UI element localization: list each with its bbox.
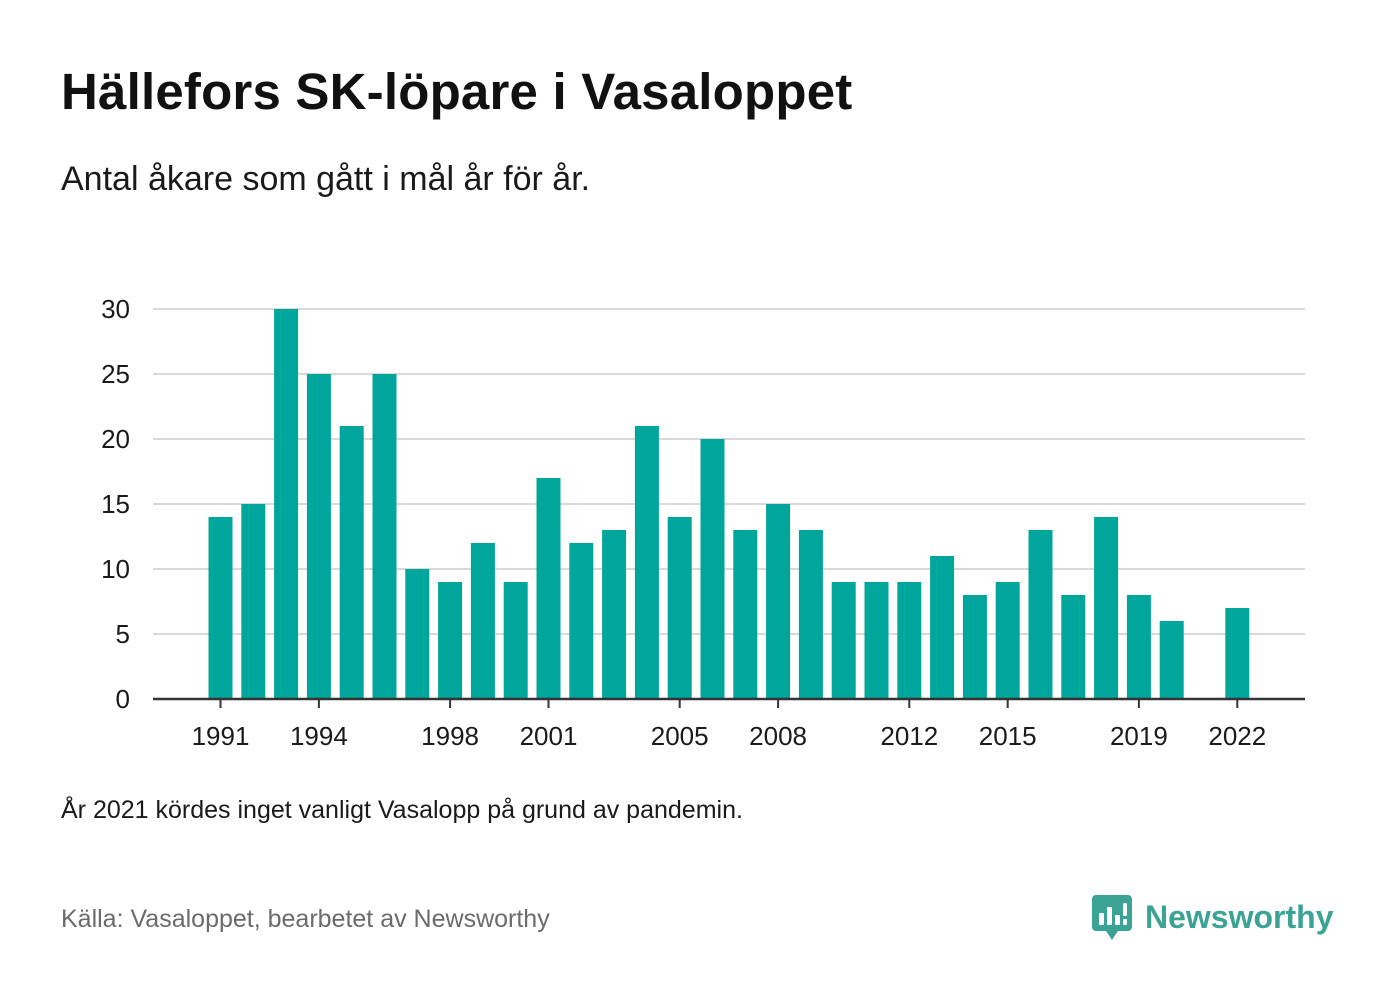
bars bbox=[208, 309, 1250, 699]
bar-2020 bbox=[1159, 621, 1184, 699]
bar-2006 bbox=[700, 439, 725, 699]
y-tick-label: 0 bbox=[116, 684, 130, 714]
bar-1992 bbox=[241, 504, 266, 699]
bar-2018 bbox=[1094, 517, 1119, 699]
bar-2004 bbox=[634, 426, 659, 699]
bar-2003 bbox=[602, 530, 627, 699]
bar-2011 bbox=[864, 582, 889, 699]
bar-1993 bbox=[274, 309, 299, 699]
bar-1995 bbox=[339, 426, 364, 699]
bar-2013 bbox=[930, 556, 955, 699]
bar-2015 bbox=[995, 582, 1020, 699]
bar-2002 bbox=[569, 543, 594, 699]
bar-2017 bbox=[1061, 595, 1086, 699]
chart-subtitle: Antal åkare som gått i mål år för år. bbox=[61, 160, 591, 198]
bar-1998 bbox=[438, 582, 463, 699]
y-tick-label: 10 bbox=[101, 554, 130, 584]
x-tick-label: 2005 bbox=[651, 721, 709, 751]
x-tick-label: 1998 bbox=[421, 721, 479, 751]
x-tick-label: 2012 bbox=[880, 721, 938, 751]
bar-2022 bbox=[1225, 608, 1250, 699]
y-tick-label: 30 bbox=[101, 294, 130, 324]
source-credit: Källa: Vasaloppet, bearbetet av Newswort… bbox=[61, 905, 550, 933]
y-tick-label: 20 bbox=[101, 424, 130, 454]
bar-2012 bbox=[897, 582, 922, 699]
x-tick-label: 1991 bbox=[192, 721, 250, 751]
bar-1994 bbox=[306, 374, 331, 699]
bar-1997 bbox=[405, 569, 430, 699]
bar-2019 bbox=[1126, 595, 1151, 699]
bar-2010 bbox=[831, 582, 856, 699]
y-tick-label: 5 bbox=[116, 619, 130, 649]
bar-2000 bbox=[503, 582, 528, 699]
bar-2001 bbox=[536, 478, 561, 699]
bar-2007 bbox=[733, 530, 758, 699]
footnote: År 2021 kördes inget vanligt Vasalopp på… bbox=[61, 796, 743, 824]
brand-logo[interactable]: Newsworthy bbox=[1092, 892, 1333, 942]
bar-2008 bbox=[766, 504, 791, 699]
x-tick-label: 1994 bbox=[290, 721, 348, 751]
bar-1991 bbox=[208, 517, 233, 699]
y-tick-label: 15 bbox=[101, 489, 130, 519]
x-tick-label: 2001 bbox=[520, 721, 578, 751]
bar-2009 bbox=[798, 530, 823, 699]
newsworthy-logo-icon bbox=[1092, 895, 1132, 940]
y-tick-label: 25 bbox=[101, 359, 130, 389]
x-tick-label: 2015 bbox=[979, 721, 1037, 751]
bar-2014 bbox=[962, 595, 987, 699]
bar-2005 bbox=[667, 517, 692, 699]
axes: 0 5 10 15 20 25 30 1991 1994 1998 2001 2005 2008 2012… bbox=[101, 294, 1305, 751]
bar-1996 bbox=[372, 374, 397, 699]
x-tick-label: 2008 bbox=[749, 721, 807, 751]
x-tick-label: 2022 bbox=[1208, 721, 1266, 751]
chart-title: Hällefors SK-löpare i Vasaloppet bbox=[61, 63, 853, 120]
brand-name: Newsworthy bbox=[1145, 898, 1334, 935]
x-tick-label: 2019 bbox=[1110, 721, 1168, 751]
bar-2016 bbox=[1028, 530, 1053, 699]
bar-1999 bbox=[470, 543, 495, 699]
